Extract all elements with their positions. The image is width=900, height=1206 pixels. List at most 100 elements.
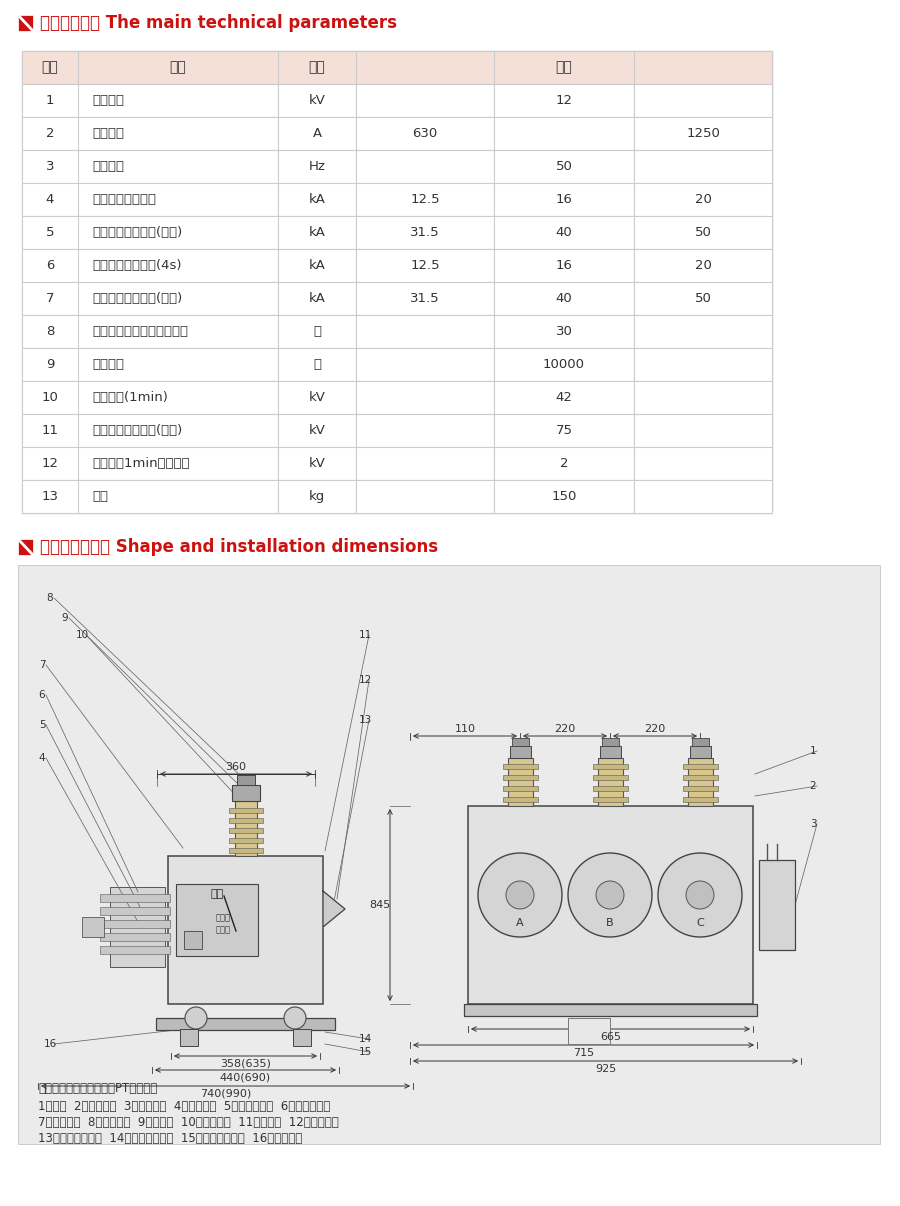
Bar — [278, 248, 356, 282]
Bar — [503, 775, 538, 780]
Bar — [634, 248, 772, 282]
Bar — [593, 786, 628, 791]
Bar — [293, 1029, 311, 1046]
Bar — [356, 381, 494, 414]
Text: 额定短路开断电流开断次数: 额定短路开断电流开断次数 — [92, 324, 188, 338]
Bar — [683, 786, 718, 791]
Text: 外形及安装尺寸 Shape and installation dimensions: 外形及安装尺寸 Shape and installation dimension… — [40, 538, 438, 556]
Text: 10000: 10000 — [543, 358, 585, 371]
Text: 358(635): 358(635) — [220, 1059, 271, 1069]
Text: 3: 3 — [810, 819, 816, 829]
Bar — [356, 414, 494, 447]
Text: kV: kV — [309, 391, 326, 404]
Bar — [278, 315, 356, 349]
Bar — [593, 763, 628, 769]
Bar — [278, 84, 356, 117]
Bar — [464, 1005, 757, 1015]
Text: 665: 665 — [600, 1032, 621, 1042]
Bar — [494, 480, 634, 513]
Bar — [180, 1029, 198, 1046]
Bar — [78, 150, 278, 183]
Bar — [237, 775, 255, 785]
Bar — [100, 920, 170, 927]
Bar — [602, 738, 619, 747]
Bar — [22, 447, 772, 480]
Bar — [78, 117, 278, 150]
Bar — [634, 183, 772, 216]
Text: 13: 13 — [41, 490, 58, 503]
Bar — [634, 216, 772, 248]
Text: 31.5: 31.5 — [410, 226, 440, 239]
Bar — [100, 946, 170, 954]
Bar — [494, 414, 634, 447]
Bar — [78, 447, 278, 480]
Bar — [22, 51, 772, 84]
Text: 150: 150 — [552, 490, 577, 503]
Text: kV: kV — [309, 94, 326, 107]
Text: 12: 12 — [555, 94, 572, 107]
Bar — [22, 150, 772, 183]
Bar — [22, 349, 772, 381]
Text: 13、操作机构铭牌  14、手动合闸拉环  15、手动分闸拉环  16、接地螺栓: 13、操作机构铭牌 14、手动合闸拉环 15、手动分闸拉环 16、接地螺栓 — [38, 1131, 302, 1144]
Text: 未储能: 未储能 — [215, 925, 230, 935]
Text: 5: 5 — [39, 720, 45, 730]
Text: 4: 4 — [39, 753, 45, 763]
Bar — [22, 216, 772, 248]
Text: kV: kV — [309, 457, 326, 470]
Text: 10: 10 — [76, 630, 88, 640]
Text: 工频耐压(1min): 工频耐压(1min) — [92, 391, 168, 404]
Bar — [278, 381, 356, 414]
Bar — [494, 216, 634, 248]
Text: 715: 715 — [573, 1048, 594, 1058]
Circle shape — [506, 882, 534, 909]
Text: kV: kV — [309, 425, 326, 437]
Text: 序号: 序号 — [41, 60, 58, 75]
Circle shape — [284, 1007, 306, 1029]
Bar — [156, 1018, 335, 1030]
Bar — [22, 248, 772, 282]
Bar — [356, 248, 494, 282]
Text: 40: 40 — [555, 292, 572, 305]
Text: 50: 50 — [695, 292, 711, 305]
Bar — [22, 381, 772, 414]
Bar — [78, 51, 278, 84]
Text: 已储能: 已储能 — [215, 913, 230, 923]
Bar — [78, 216, 278, 248]
Text: kA: kA — [309, 259, 326, 273]
Text: 12.5: 12.5 — [410, 193, 440, 206]
Bar — [356, 447, 494, 480]
Bar — [78, 282, 278, 315]
Text: 1: 1 — [810, 747, 816, 756]
Polygon shape — [323, 891, 345, 927]
Bar — [78, 414, 278, 447]
Text: 7: 7 — [39, 660, 45, 671]
Text: 50: 50 — [695, 226, 711, 239]
Text: 630: 630 — [412, 127, 437, 140]
Bar — [100, 933, 170, 941]
Bar — [600, 747, 621, 759]
Text: kg: kg — [309, 490, 325, 503]
Bar — [494, 349, 634, 381]
Text: 20: 20 — [695, 259, 711, 273]
Bar — [683, 763, 718, 769]
Bar — [634, 84, 772, 117]
Text: 8: 8 — [47, 593, 53, 603]
Text: 12: 12 — [41, 457, 58, 470]
Bar — [78, 349, 278, 381]
Bar — [356, 51, 494, 84]
Circle shape — [185, 1007, 207, 1029]
Bar — [356, 117, 494, 150]
Bar — [690, 747, 711, 759]
Text: 净重: 净重 — [92, 490, 108, 503]
Bar — [503, 763, 538, 769]
Bar — [100, 894, 170, 902]
Text: 4: 4 — [46, 193, 54, 206]
Text: 2: 2 — [810, 781, 816, 791]
Bar — [593, 775, 628, 780]
Text: 3: 3 — [46, 160, 54, 172]
Bar — [494, 248, 634, 282]
Bar — [22, 117, 772, 150]
Bar — [356, 216, 494, 248]
Bar — [356, 150, 494, 183]
Text: 7: 7 — [46, 292, 54, 305]
